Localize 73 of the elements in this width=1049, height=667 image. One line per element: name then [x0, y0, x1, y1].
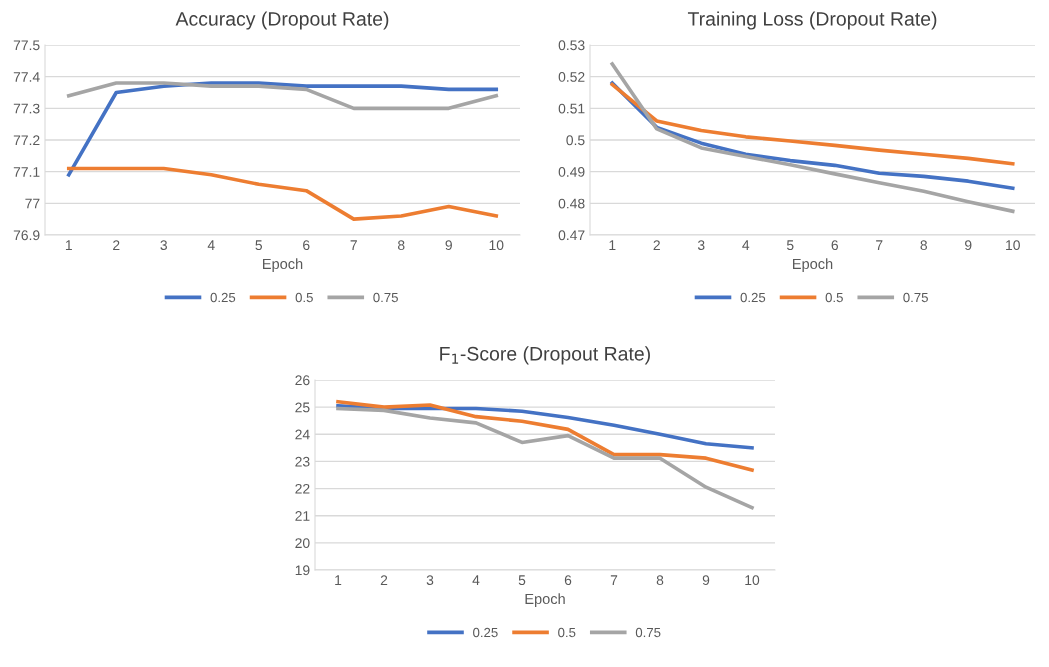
- y-tick-label: 77.4: [13, 72, 40, 82]
- x-tick-label: 4: [742, 240, 750, 250]
- y-tick-label: 76.9: [13, 230, 40, 241]
- y-tick-label: 0.5: [566, 135, 585, 146]
- y-tick-label: 19: [295, 565, 310, 576]
- x-axis-title: Epoch: [263, 258, 303, 272]
- x-tick-label: 5: [255, 240, 263, 251]
- line-series: [336, 403, 754, 450]
- line-series: [66, 81, 499, 177]
- x-tick-label: 3: [160, 240, 167, 251]
- line-series: [66, 166, 499, 221]
- chart-title: Accuracy (Dropout Rate): [175, 11, 389, 30]
- legend-label: 0.75: [635, 627, 661, 638]
- x-tick-label: 4: [472, 575, 480, 585]
- line-series: [610, 82, 1015, 166]
- y-tick-label: 77.2: [13, 135, 40, 146]
- x-tick-label: 10: [745, 575, 760, 586]
- y-tick-label: 23: [295, 456, 310, 467]
- x-tick-label: 7: [610, 575, 618, 585]
- x-axis-title: Epoch: [525, 593, 565, 607]
- x-axis-title: Epoch: [793, 258, 833, 272]
- x-tick-label: 1: [65, 240, 72, 250]
- y-tick-label: 26: [295, 375, 310, 386]
- y-tick-label: 0.52: [558, 72, 585, 82]
- x-tick-label: 5: [518, 575, 526, 586]
- legend-label: 0.25: [740, 292, 766, 303]
- y-tick-label: 77: [25, 198, 40, 209]
- x-tick-label: 1: [609, 240, 616, 250]
- line-series: [336, 406, 754, 510]
- y-tick-label: 0.47: [558, 230, 585, 241]
- chart-title: Training Loss (Dropout Rate): [687, 11, 937, 30]
- x-tick-label: 3: [426, 575, 434, 586]
- x-tick-label: 9: [702, 575, 710, 586]
- y-tick-label: 77.5: [13, 40, 40, 51]
- x-tick-label: 6: [831, 240, 838, 251]
- y-tick-label: 21: [295, 511, 310, 521]
- x-tick-label: 8: [656, 575, 664, 586]
- y-tick-label: 0.53: [558, 40, 585, 51]
- y-tick-label: 0.51: [558, 103, 585, 114]
- x-tick-label: 10: [489, 240, 504, 251]
- x-tick-label: 7: [350, 240, 357, 250]
- x-tick-label: 2: [113, 240, 120, 250]
- y-tick-label: 22: [295, 483, 310, 494]
- legend-label: 0.5: [825, 292, 843, 303]
- y-tick-label: 77.3: [13, 103, 40, 114]
- x-tick-label: 9: [965, 240, 972, 251]
- legend-label: 0.75: [373, 292, 398, 303]
- line-series: [336, 399, 754, 472]
- x-tick-label: 8: [397, 240, 405, 251]
- x-tick-label: 2: [380, 575, 388, 585]
- x-tick-label: 9: [445, 240, 452, 251]
- y-tick-label: 25: [295, 402, 310, 413]
- y-tick-label: 24: [295, 429, 310, 440]
- y-tick-label: 0.49: [558, 167, 585, 177]
- x-tick-label: 6: [303, 240, 310, 251]
- y-tick-label: 77.1: [13, 167, 40, 177]
- x-tick-label: 2: [653, 240, 660, 250]
- legend-label: 0.25: [473, 627, 498, 638]
- x-tick-label: 8: [920, 240, 928, 251]
- legend-label: 0.25: [210, 292, 236, 303]
- x-tick-label: 5: [786, 240, 794, 251]
- y-tick-label: 20: [295, 538, 310, 549]
- line-series: [610, 62, 1015, 214]
- line-series: [66, 81, 499, 111]
- x-tick-label: 7: [876, 240, 883, 250]
- x-tick-label: 6: [564, 575, 572, 586]
- chart-title: F$_{1}$-Score (Dropout Rate): [440, 346, 650, 365]
- y-tick-label: 0.48: [558, 198, 585, 209]
- x-tick-label: 4: [207, 240, 215, 250]
- x-tick-label: 1: [335, 575, 342, 585]
- x-tick-label: 3: [697, 240, 705, 251]
- x-tick-label: 10: [1006, 240, 1020, 251]
- legend-label: 0.75: [903, 292, 928, 303]
